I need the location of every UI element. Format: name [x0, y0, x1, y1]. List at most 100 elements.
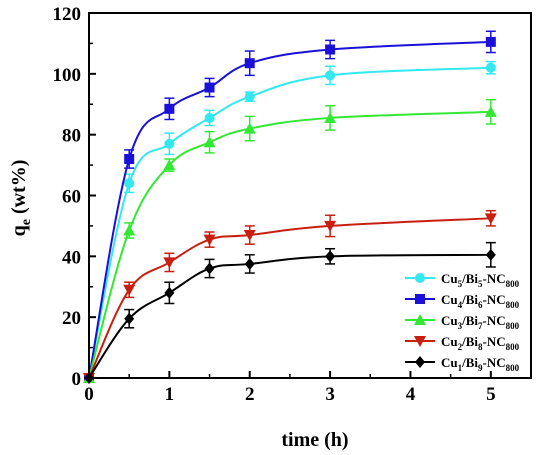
y-tick-label: 80	[62, 126, 81, 147]
data-point	[325, 250, 336, 263]
legend-subscript: 800	[506, 300, 520, 310]
data-point	[324, 111, 337, 123]
y-axis-title-sub: e	[19, 219, 34, 225]
x-tick-label: 5	[486, 384, 496, 405]
data-point	[485, 62, 496, 73]
x-tick-label: 0	[84, 384, 94, 405]
y-tick-label: 100	[53, 65, 82, 86]
legend-item-2: Cu4/Bi6-NC800	[405, 292, 520, 310]
data-point	[124, 154, 135, 164]
y-tick-label: 60	[62, 187, 81, 208]
legend-subscript: 5	[458, 279, 463, 289]
legend-label: Cu5/Bi5-NC800	[441, 271, 520, 289]
x-tick-label: 3	[325, 384, 335, 405]
legend: Cu5/Bi5-NC800Cu4/Bi6-NC800Cu3/Bi7-NC800C…	[405, 271, 520, 373]
data-point	[164, 286, 175, 299]
legend-item-1: Cu5/Bi5-NC800	[405, 271, 520, 289]
data-point	[484, 105, 497, 117]
legend-text-part: -NC	[483, 355, 506, 370]
legend-text-part: -NC	[483, 334, 506, 349]
series-line	[88, 40, 491, 379]
legend-text-part: Cu	[441, 313, 458, 328]
data-point	[485, 36, 496, 47]
y-axis-title: qe (wt%)	[8, 160, 34, 237]
series-1	[84, 60, 496, 383]
y-tick-label: 40	[62, 247, 81, 268]
legend-text-part: /Bi	[461, 334, 478, 349]
legend-swatch-marker	[414, 336, 426, 347]
legend-item-3: Cu3/Bi7-NC800	[405, 313, 520, 331]
legend-label: Cu4/Bi6-NC800	[441, 292, 520, 310]
data-point	[244, 257, 255, 270]
legend-subscript: 800	[506, 321, 520, 331]
x-tick-label: 4	[406, 384, 416, 405]
legend-label: Cu2/Bi8-NC800	[441, 334, 520, 352]
data-point	[164, 103, 175, 114]
legend-subscript: 9	[478, 363, 483, 373]
series-2	[84, 30, 496, 383]
legend-text-part: Cu	[441, 334, 458, 349]
y-axis-title-rest: (wt%)	[8, 160, 30, 219]
legend-text-part: -NC	[483, 271, 506, 286]
legend-subscript: 6	[478, 300, 483, 310]
legend-subscript: 8	[478, 342, 483, 352]
legend-subscript: 800	[506, 279, 520, 289]
legend-label: Cu1/Bi9-NC800	[441, 355, 520, 373]
y-tick-label: 0	[72, 369, 82, 390]
series-4	[83, 209, 497, 384]
series-5	[84, 241, 496, 384]
legend-text-part: Cu	[441, 355, 458, 370]
legend-subscript: 7	[478, 321, 483, 331]
data-point	[485, 248, 496, 261]
data-point	[243, 122, 256, 134]
y-tick-label: 20	[62, 308, 81, 329]
x-tick-label: 2	[245, 384, 255, 405]
x-tick-label: 1	[165, 384, 175, 405]
legend-swatch-marker	[415, 356, 425, 368]
data-point	[123, 284, 136, 296]
axes: 0 1 2 3 4 5 0 20 40 60 80 100 120	[53, 4, 532, 405]
data-point	[203, 136, 216, 148]
data-point	[164, 138, 175, 149]
series-line	[88, 253, 491, 379]
data-point	[163, 159, 176, 171]
legend-text-part: /Bi	[461, 271, 478, 286]
legend-text-part: -NC	[483, 292, 506, 307]
legend-text-part: /Bi	[461, 313, 478, 328]
x-axis-title: time (h)	[281, 429, 348, 451]
legend-subscript: 3	[458, 321, 463, 331]
legend-subscript: 2	[458, 342, 463, 352]
legend-item-4: Cu2/Bi8-NC800	[405, 334, 520, 352]
legend-subscript: 1	[458, 363, 463, 373]
data-point	[203, 234, 216, 246]
data-point	[123, 224, 136, 236]
data-point	[325, 70, 336, 81]
data-point	[243, 230, 256, 242]
data-point	[324, 220, 337, 232]
data-point	[163, 257, 176, 269]
data-point	[204, 82, 215, 93]
legend-text-part: /Bi	[461, 355, 478, 370]
data-point	[484, 213, 497, 225]
data-point	[124, 178, 135, 189]
legend-subscript: 800	[506, 363, 520, 373]
y-tick-label: 120	[53, 4, 82, 25]
legend-swatch-marker	[415, 273, 425, 283]
data-point	[204, 112, 215, 123]
legend-text-part: /Bi	[461, 292, 478, 307]
legend-subscript: 4	[458, 300, 463, 310]
legend-text-part: Cu	[441, 271, 458, 286]
legend-subscript: 5	[478, 279, 483, 289]
legend-item-5: Cu1/Bi9-NC800	[405, 355, 520, 373]
data-point	[204, 262, 215, 275]
data-point	[124, 312, 135, 325]
legend-subscript: 800	[506, 342, 520, 352]
legend-swatch-marker	[415, 294, 425, 304]
data-point	[244, 58, 255, 69]
legend-swatch-marker	[414, 314, 426, 325]
data-point	[244, 91, 255, 102]
legend-text-part: -NC	[483, 313, 506, 328]
legend-label: Cu3/Bi7-NC800	[441, 313, 520, 331]
legend-text-part: Cu	[441, 292, 458, 307]
